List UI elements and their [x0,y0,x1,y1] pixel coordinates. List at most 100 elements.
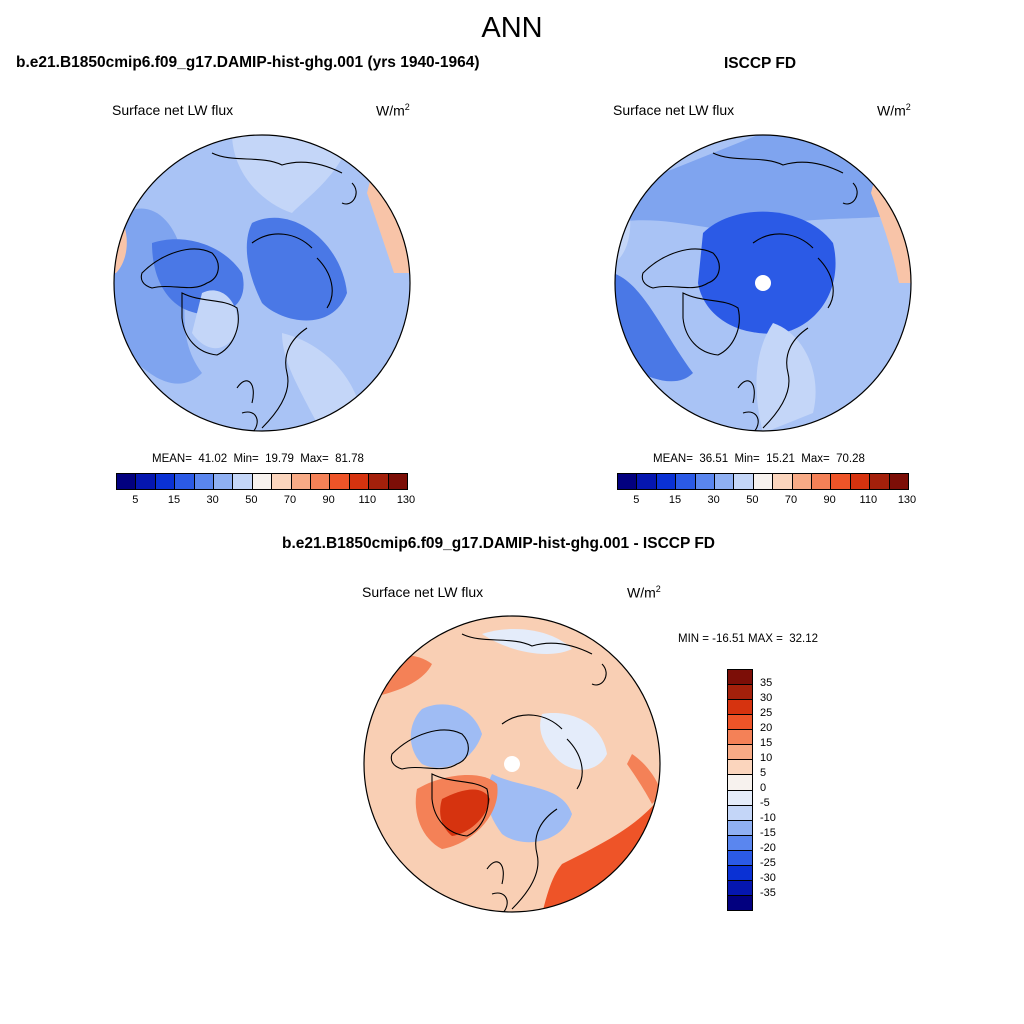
colorbar-swatch [388,474,408,489]
diff-polar-map [363,615,661,913]
diff-stats: MIN = -16.51 MAX = 32.12 [678,633,818,645]
colorbar-swatch [117,474,137,489]
colorbar-swatch [728,850,752,866]
colorbar-tick-label: -10 [760,812,776,824]
obs-panel-title: ISCCP FD [724,55,797,72]
model-variable-label: Surface net LW flux [112,102,234,118]
colorbar-tick-label: -15 [760,827,776,839]
model-map-region [232,135,352,213]
diff-map-region [540,713,607,770]
obs-missing-pole [755,275,771,291]
diff-map-region [410,704,482,768]
colorbar-swatch [728,895,752,910]
colorbar-swatch [831,474,851,489]
colorbar-swatch [728,685,752,701]
obs-polar-map [614,134,912,432]
colorbar-swatch [715,474,735,489]
colorbar-tick-label: 5 [760,767,767,779]
colorbar-tick-label: 25 [760,707,773,719]
colorbar-tick-label: -35 [760,887,776,899]
model-stats: MEAN= 41.02 Min= 19.79 Max= 81.78 [152,453,364,465]
colorbar-swatch [728,880,752,896]
colorbar-tick-label: 5 [132,494,139,506]
obs-map-region [698,211,836,334]
colorbar-swatch [175,474,195,489]
colorbar-swatch [349,474,370,489]
colorbar-tick-label: 30 [206,494,219,506]
model-polar-map [113,134,411,432]
model-units-label: W/m2 [376,102,410,119]
colorbar-swatch [753,474,774,489]
diff-panel-title: b.e21.B1850cmip6.f09_g17.DAMIP-hist-ghg.… [282,535,715,552]
colorbar-tick-label: 35 [760,677,773,689]
obs-variable-label: Surface net LW flux [613,102,735,118]
diff-units-label: W/m2 [627,584,661,601]
colorbar-swatch [637,474,657,489]
obs-colorbar-labels: 5 15 30 50 70 90 110 130 [617,494,916,510]
colorbar-tick-label: 130 [897,494,917,506]
colorbar-swatch [728,700,752,716]
colorbar-swatch [734,474,754,489]
colorbar-tick-label: 110 [859,494,878,506]
obs-map-region [615,135,911,233]
diff-map-region [440,789,490,836]
colorbar-swatch [792,474,813,489]
colorbar-tick-label: -5 [760,797,770,809]
colorbar-swatch [889,474,909,489]
colorbar-tick-label: 30 [707,494,720,506]
obs-map-region [756,323,816,431]
model-colorbar-labels: 5 15 30 50 70 90 110 130 [116,494,415,510]
diff-map-region [627,754,660,804]
diff-map-region [486,774,572,843]
colorbar-tick-label: 70 [283,494,297,506]
colorbar-swatch [728,805,752,821]
colorbar-tick-label: -20 [760,842,776,854]
colorbar-tick-label: 10 [760,752,773,764]
model-map-region [192,290,238,349]
colorbar-tick-label: 15 [668,494,682,506]
colorbar-swatch [194,474,215,489]
colorbar-tick-label: 50 [245,494,258,506]
colorbar-swatch [136,474,156,489]
obs-map-region [871,178,911,283]
obs-colorbar [617,473,909,490]
coastlines [390,633,607,912]
colorbar-swatch [728,715,752,731]
colorbar-swatch [812,474,832,489]
model-panel-title: b.e21.B1850cmip6.f09_g17.DAMIP-hist-ghg.… [16,54,480,71]
colorbar-swatch [252,474,273,489]
colorbar-swatch [676,474,696,489]
colorbar-swatch [728,730,752,746]
colorbar-swatch [728,790,752,806]
page-title: ANN [481,12,543,44]
colorbar-tick-label: -30 [760,872,776,884]
diff-colorbar-labels: 35 30 25 20 15 10 5 0 -5 -10 -15 -20 -25 -30 -35 [760,669,800,909]
colorbar-swatch [330,474,350,489]
colorbar-tick-label: 15 [167,494,181,506]
colorbar-swatch [618,474,638,489]
colorbar-swatch [272,474,292,489]
colorbar-tick-label: 20 [760,722,773,734]
colorbar-swatch [728,865,752,881]
colorbar-swatch [728,670,752,686]
diff-variable-label: Surface net LW flux [362,584,484,600]
colorbar-swatch [728,835,752,851]
model-map-region [246,217,347,321]
colorbar-swatch [369,474,389,489]
colorbar-tick-label: -25 [760,857,776,869]
coastlines [140,152,357,431]
colorbar-swatch [155,474,176,489]
model-colorbar [116,473,408,490]
colorbar-tick-label: 5 [633,494,640,506]
coastlines [641,152,858,431]
colorbar-tick-label: 110 [358,494,377,506]
diff-map-region [482,629,572,654]
colorbar-swatch [728,760,752,776]
colorbar-swatch [728,745,752,761]
colorbar-swatch [728,820,752,836]
colorbar-tick-label: 50 [746,494,759,506]
colorbar-tick-label: 30 [760,692,773,704]
colorbar-swatch [728,775,752,791]
diff-colorbar [727,669,753,911]
obs-units-label: W/m2 [877,102,911,119]
